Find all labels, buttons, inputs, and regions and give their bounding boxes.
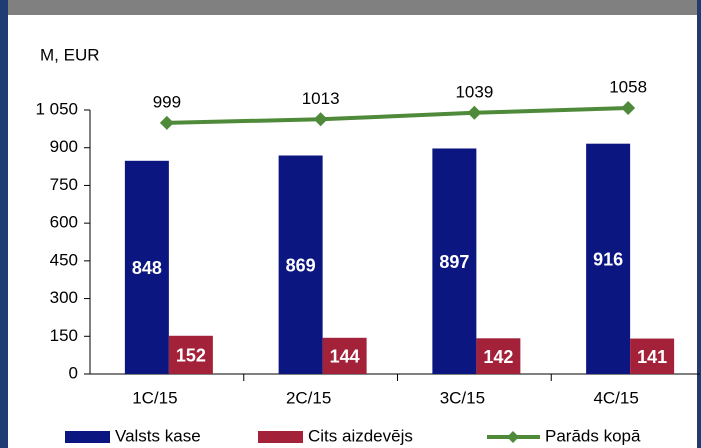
line-value-label: 1058 (609, 77, 647, 96)
y-axis-label: M, EUR (40, 45, 100, 64)
x-tick-label: 4C/15 (593, 388, 638, 407)
bar (168, 335, 213, 374)
bar (432, 148, 477, 374)
line-value-label: 1039 (455, 82, 493, 101)
line-marker (313, 112, 328, 127)
y-tick-label: 300 (50, 288, 78, 307)
legend-label: Cits aizdevējs (308, 426, 413, 445)
bar (630, 338, 675, 374)
legend-label: Valsts kase (115, 426, 201, 445)
bar-value-label: 144 (330, 347, 360, 367)
y-tick-label: 450 (50, 250, 78, 269)
line-marker (159, 115, 174, 130)
top-band (0, 0, 701, 15)
y-tick-label: 0 (69, 363, 78, 382)
bar-value-label: 869 (286, 256, 316, 276)
line-value-label: 1013 (302, 89, 340, 108)
legend-marker (507, 431, 519, 443)
line-marker (621, 100, 636, 115)
x-tick-label: 1C/15 (132, 388, 177, 407)
y-tick-label: 900 (50, 137, 78, 156)
right-border (697, 0, 701, 448)
y-tick-label: 750 (50, 175, 78, 194)
legend-swatch (258, 431, 303, 443)
bar-value-label: 848 (132, 258, 162, 278)
left-border (0, 0, 8, 448)
bar-value-label: 152 (176, 346, 206, 366)
bar (124, 160, 169, 374)
legend-swatch (65, 431, 110, 443)
bar (476, 338, 521, 374)
x-tick-label: 3C/15 (440, 388, 485, 407)
bar-value-label: 141 (637, 347, 667, 367)
legend-label: Parāds kopā (545, 426, 641, 445)
bar (278, 155, 323, 374)
y-tick-label: 600 (50, 213, 78, 232)
line (166, 105, 629, 125)
line-value-label: 999 (153, 92, 181, 111)
bar-value-label: 916 (593, 250, 623, 270)
bar-value-label: 897 (439, 252, 469, 272)
y-tick-label: 150 (50, 326, 78, 345)
y-tick-label: 1 050 (35, 99, 78, 118)
line-marker (467, 105, 482, 120)
bar (322, 337, 367, 374)
bar (586, 143, 631, 374)
bar-value-label: 142 (483, 347, 513, 367)
x-tick-label: 2C/15 (286, 388, 331, 407)
